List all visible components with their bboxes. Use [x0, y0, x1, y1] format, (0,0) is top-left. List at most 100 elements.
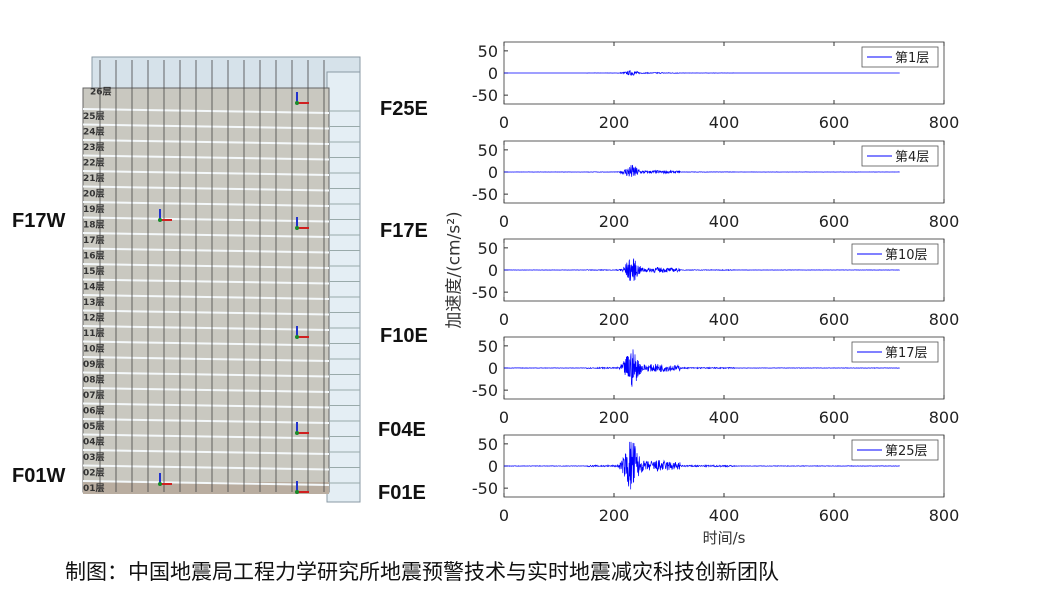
x-tick-label: 200 — [599, 506, 630, 525]
building-model: 01层 02层 03层 04层 05层 06层 07层 08层 09层 10层 11层 12层 13层 1… — [82, 56, 361, 503]
floor-slab — [82, 480, 330, 486]
sensor-icon — [295, 101, 299, 105]
floor-label: 22层 — [83, 158, 105, 169]
floor-label: 25层 — [83, 111, 105, 122]
x-tick-label: 800 — [929, 506, 960, 525]
x-tick-label: 400 — [709, 113, 740, 132]
x-tick-label: 200 — [599, 408, 630, 427]
floor-label: 14层 — [83, 282, 105, 293]
x-tick-label: 400 — [709, 506, 740, 525]
x-axis-label: 时间/s — [702, 529, 746, 547]
x-tick-label: 400 — [709, 310, 740, 329]
sensor-label-f25e: F25E — [380, 98, 428, 120]
floor-label: 19层 — [83, 204, 105, 215]
series-line — [503, 258, 900, 281]
floor-label: 11层 — [83, 328, 105, 339]
x-tick-label: 600 — [819, 212, 850, 231]
y-tick-label: -50 — [472, 185, 498, 204]
floor-slab — [82, 170, 330, 176]
sensor-label-f01w: F01W — [12, 465, 66, 487]
legend-label: 第10层 — [885, 248, 928, 263]
floor-slab — [82, 449, 330, 455]
floor-label: 10层 — [83, 344, 105, 355]
legend-box — [861, 145, 939, 167]
sensor-label-f17w: F17W — [12, 210, 66, 232]
y-tick-label: 0 — [488, 457, 498, 476]
x-tick-label: 800 — [929, 212, 960, 231]
floor-label: 06层 — [83, 406, 105, 417]
roof-block — [91, 56, 361, 91]
x-tick-label: 600 — [819, 310, 850, 329]
floor-label: 21层 — [83, 173, 105, 184]
floor-slab — [82, 123, 330, 130]
x-tick-label: 800 — [929, 408, 960, 427]
floor-slab — [82, 139, 330, 145]
floor-slab — [82, 247, 330, 254]
x-tick-label: 0 — [499, 212, 509, 231]
sensor-icon — [295, 431, 299, 435]
x-tick-label: 0 — [499, 113, 509, 132]
sensor-icon — [295, 490, 299, 494]
x-tick-label: 600 — [819, 408, 850, 427]
x-tick-label: 600 — [819, 113, 850, 132]
floor-label: 12层 — [83, 313, 105, 324]
sensor-label-f17e: F17E — [380, 220, 428, 242]
legend-label: 第4层 — [895, 150, 929, 165]
sensor-icon — [295, 335, 299, 339]
x-tick-label: 200 — [599, 113, 630, 132]
sensor-label-f01e: F01E — [378, 482, 426, 504]
floor-label: 16层 — [83, 251, 105, 262]
y-tick-label: 50 — [478, 435, 498, 454]
figure-caption: 制图：中国地震局工程力学研究所地震预警技术与实时地震减灾科技创新团队 — [65, 560, 779, 584]
floor-slab — [82, 232, 330, 238]
floor-slab — [82, 201, 330, 207]
sensor-label-f10e: F10E — [380, 325, 428, 347]
floor-label: 15层 — [83, 266, 105, 277]
sensor-label-f04e: F04E — [378, 419, 426, 441]
legend-label: 第25层 — [885, 444, 928, 459]
y-tick-label: 0 — [488, 64, 498, 83]
floor-slab — [82, 278, 330, 285]
floor-label: 20层 — [83, 189, 105, 200]
sensor-icon — [158, 482, 162, 486]
y-tick-label: 0 — [488, 359, 498, 378]
x-tick-label: 400 — [709, 408, 740, 427]
floor-slab — [82, 340, 330, 347]
x-tick-label: 400 — [709, 212, 740, 231]
x-tick-label: 800 — [929, 113, 960, 132]
floor-label: 07层 — [83, 390, 105, 401]
legend-box — [851, 341, 939, 363]
legend-label: 第1层 — [895, 51, 929, 66]
floor-slab — [82, 325, 330, 331]
sensor-icon — [295, 226, 299, 230]
floor-slab — [82, 108, 330, 114]
floor-slab — [82, 356, 330, 362]
y-tick-label: -50 — [472, 381, 498, 400]
floor-label: 04层 — [83, 437, 105, 448]
y-tick-label: 0 — [488, 261, 498, 280]
floor-label: 08层 — [83, 375, 105, 386]
y-tick-label: 50 — [478, 337, 498, 356]
floor-slab — [82, 464, 330, 471]
floor-slab — [82, 154, 330, 161]
floor-slab — [82, 216, 330, 223]
x-tick-label: 800 — [929, 310, 960, 329]
series-line — [503, 164, 900, 177]
floor-slab — [82, 418, 330, 424]
y-tick-label: -50 — [472, 86, 498, 105]
x-tick-label: 200 — [599, 310, 630, 329]
floor-slab — [82, 371, 330, 378]
series-line — [503, 441, 900, 490]
floor-slab — [82, 263, 330, 269]
floor-slab — [82, 294, 330, 300]
floor-label: 17层 — [83, 235, 105, 246]
floor-label: 26层 — [90, 87, 112, 98]
floor-slab — [82, 433, 330, 440]
floor-label: 05层 — [83, 421, 105, 432]
y-tick-label: 50 — [478, 141, 498, 160]
legend-label: 第17层 — [885, 346, 928, 361]
floor-slab — [82, 387, 330, 393]
y-tick-label: 0 — [488, 163, 498, 182]
x-tick-label: 200 — [599, 212, 630, 231]
